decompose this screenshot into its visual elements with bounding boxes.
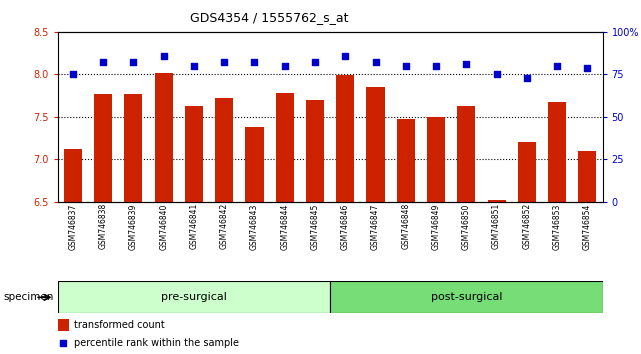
Bar (457, 106, 476, 202)
Point (68, 72, 78, 77)
Point (219, 59, 229, 65)
Bar (94, 94, 112, 202)
Point (158, 53, 169, 58)
Point (128, 59, 138, 65)
Point (522, 75, 532, 81)
Text: pre-surgical: pre-surgical (161, 292, 227, 302)
Bar (185, 106, 203, 202)
Point (461, 61, 471, 67)
Text: transformed count: transformed count (74, 320, 165, 330)
Bar (246, 127, 263, 202)
Point (401, 63, 411, 69)
Bar (330, 281, 603, 313)
Text: percentile rank within the sample: percentile rank within the sample (74, 338, 239, 348)
Text: specimen: specimen (3, 292, 54, 302)
Point (310, 59, 320, 65)
Bar (58, 319, 69, 331)
Bar (276, 93, 294, 202)
Point (267, 266, 277, 271)
Bar (124, 94, 142, 202)
Bar (427, 117, 445, 202)
Bar (518, 142, 536, 202)
Bar (58, 281, 330, 313)
Point (340, 53, 351, 58)
Point (279, 63, 290, 69)
Point (249, 59, 260, 65)
Point (492, 72, 502, 77)
Point (431, 63, 441, 69)
Bar (578, 151, 597, 202)
Bar (336, 75, 354, 202)
Point (188, 63, 199, 69)
Text: GDS4354 / 1555762_s_at: GDS4354 / 1555762_s_at (190, 11, 349, 24)
Bar (306, 100, 324, 202)
Bar (63, 149, 82, 202)
Bar (367, 87, 385, 202)
Bar (215, 98, 233, 202)
Point (370, 59, 381, 65)
Bar (548, 102, 566, 202)
Bar (397, 119, 415, 202)
Point (98, 59, 108, 65)
Bar (488, 200, 506, 202)
Bar (154, 73, 172, 202)
Point (582, 65, 592, 70)
Point (552, 63, 562, 69)
Text: post-surgical: post-surgical (431, 292, 502, 302)
